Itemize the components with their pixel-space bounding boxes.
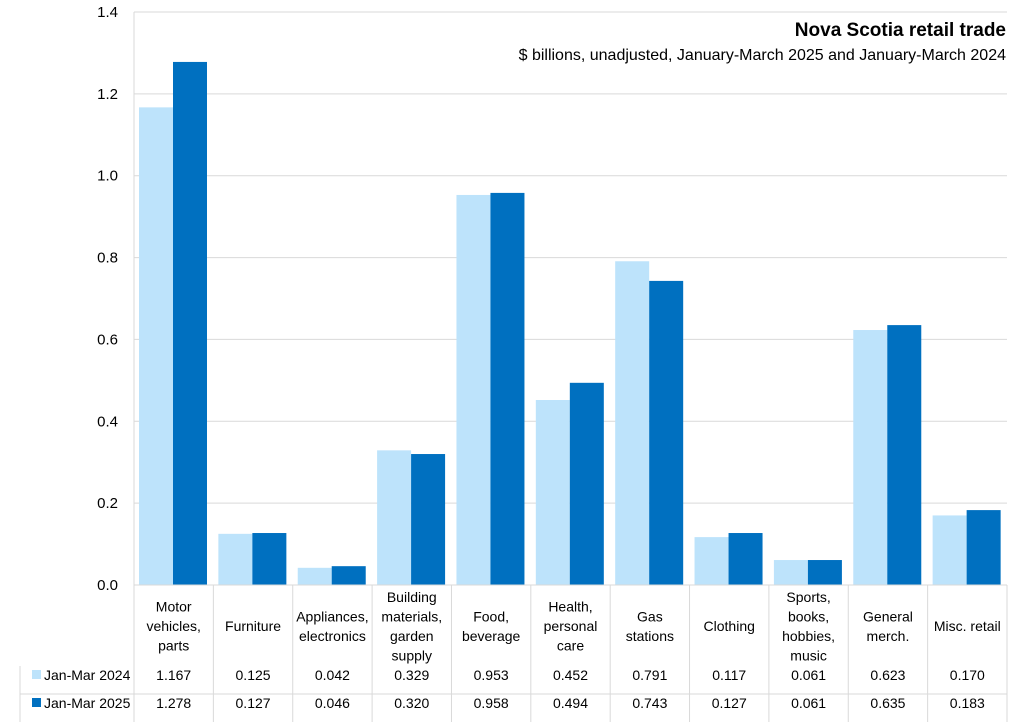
data-table-value: 0.183 [950,695,985,711]
y-tick-label: 0.2 [97,495,118,512]
category-label-line: books, [788,608,829,624]
data-table-value: 0.743 [632,695,667,711]
bar-2025 [173,61,207,585]
category-label-line: parts [158,638,189,654]
bar-2025 [331,566,366,585]
category-label-line: hobbies, [782,628,835,644]
data-table-value: 0.635 [870,695,905,711]
category-label-line: garden [390,628,434,644]
category-label-line: Sports, [786,589,830,605]
bar-2024 [932,515,967,585]
bar-2025 [649,280,684,585]
category-label-line: stations [626,628,674,644]
data-table-value: 1.278 [156,695,191,711]
category-label: Building materials, garden supply [381,589,442,664]
bar-2024 [773,560,808,585]
data-table-value: 0.791 [632,667,667,683]
bar-2024 [694,537,729,585]
data-table-value: 0.046 [315,695,350,711]
bar-2025 [966,510,1001,585]
data-table-value: 0.127 [712,695,747,711]
category-label-line: materials, [381,608,442,624]
bar-2024 [456,194,491,585]
y-tick-label: 0.6 [97,331,118,348]
bar-2024 [615,261,650,585]
category-label-line: General [863,608,913,624]
category-label: Food, beverage [462,608,521,644]
category-label: Misc. retail [934,618,1001,634]
bar-2024 [535,400,570,585]
category-label: Clothing [704,618,755,634]
bar-2024 [853,330,888,585]
bar-2025 [252,533,287,585]
bar-2024 [377,450,412,585]
category-label: General merch. [863,608,913,644]
data-table-value: 0.452 [553,667,588,683]
data-table-value: 0.320 [394,695,429,711]
bar-2024 [297,567,332,585]
bar-2025 [411,454,446,585]
category-label-line: Appliances, [296,608,368,624]
category-label: Sports, books, hobbies, music [782,589,835,664]
category-label: Appliances, electronics [296,608,368,644]
bar-2025 [728,533,763,585]
data-table-value: 0.953 [474,667,509,683]
data-table-value: 0.125 [236,667,271,683]
data-table-value: 0.042 [315,667,350,683]
bar-2025 [490,192,525,585]
y-tick-label: 1.4 [97,4,118,21]
chart-title: Nova Scotia retail trade [794,20,1006,41]
legend-key-2025 [32,698,41,707]
category-label-line: Food, [473,608,509,624]
category-label-line: Furniture [225,618,281,634]
data-table-value: 0.170 [950,667,985,683]
data-table-value: 0.329 [394,667,429,683]
bar-2025 [887,325,922,585]
data-table-value: 1.167 [156,667,191,683]
data-table-value: 0.494 [553,695,588,711]
data-table-value: 0.061 [791,667,826,683]
category-label-line: Clothing [704,618,755,634]
category-label-line: music [790,647,827,663]
data-table-value: 0.061 [791,695,826,711]
category-label-line: Health, [548,599,592,615]
category-label-line: vehicles, [146,618,200,634]
data-table-value: 0.117 [712,667,746,683]
legend-label: Jan-Mar 2024 [44,667,131,683]
category-label-line: Motor [156,599,192,615]
y-tick-label: 0.8 [97,250,118,267]
category-label-line: electronics [299,628,366,644]
data-table-value: 0.127 [236,695,271,711]
legend-label: Jan-Mar 2025 [44,695,131,711]
category-label-line: merch. [867,628,910,644]
y-tick-label: 0.4 [97,413,118,430]
category-label-line: beverage [462,628,521,644]
category-label-line: Misc. retail [934,618,1001,634]
legend-key-2024 [32,670,41,679]
category-label: Furniture [225,618,281,634]
chart-subtitle: $ billions, unadjusted, January-March 20… [518,47,1006,64]
bar-2025 [807,560,842,585]
y-tick-label: 0.0 [97,577,118,594]
category-label: Health, personal care [544,599,598,654]
y-tick-label: 1.2 [97,86,118,103]
category-label: Gas stations [626,608,674,644]
bar-2024 [218,533,253,585]
bar-2025 [569,382,604,585]
category-label-line: care [557,638,584,654]
data-table-value: 0.623 [870,667,905,683]
category-label: Motor vehicles, parts [146,599,200,654]
bar-2024 [139,107,173,585]
category-label-line: personal [544,618,598,634]
y-tick-label: 1.0 [97,168,118,185]
category-label-line: supply [392,647,432,663]
data-table-value: 0.958 [474,695,509,711]
category-label-line: Building [387,589,437,605]
category-label-line: Gas [637,608,663,624]
